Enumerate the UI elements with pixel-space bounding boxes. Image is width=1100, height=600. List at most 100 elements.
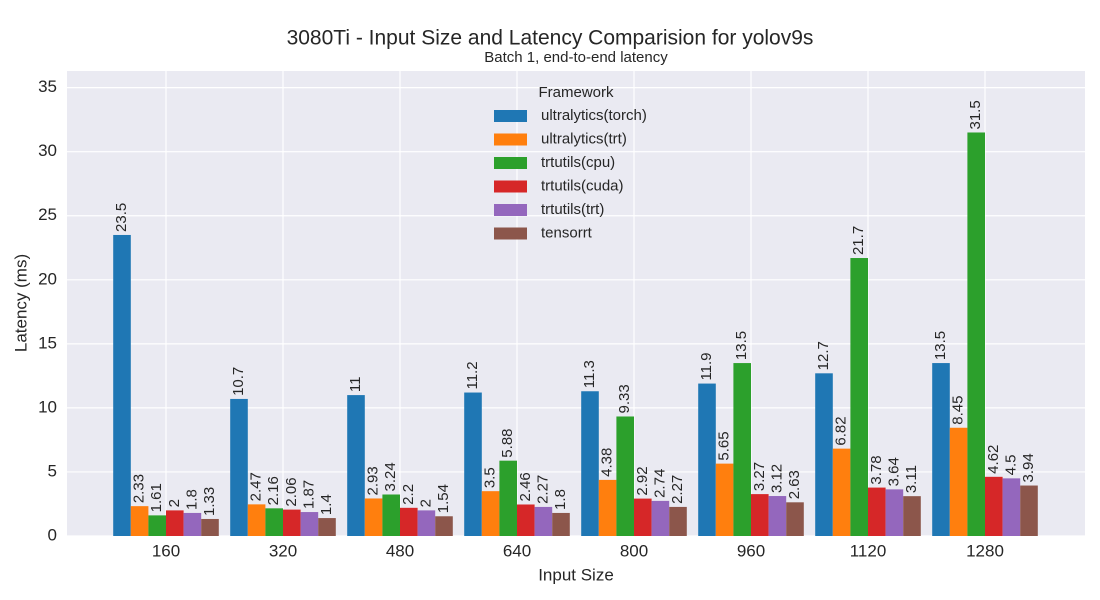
legend-label: trtutils(cpu) [541,154,615,171]
x-tick-label: 640 [503,541,531,560]
data-label: 1.54 [435,484,452,513]
data-label: 2 [417,499,434,507]
bar [265,508,283,536]
bar [230,398,248,536]
data-label: 4.38 [599,448,616,477]
legend-swatch [494,110,527,122]
data-label: 3.27 [751,462,768,491]
x-axis-label: Input Size [538,565,614,584]
bar [148,515,166,536]
bar [598,479,617,536]
data-label: 1.8 [183,489,200,510]
data-label: 11.9 [698,352,715,380]
bar [517,504,535,536]
bar [669,506,687,536]
bar [400,507,418,536]
chart-subtitle: Batch 1, end-to-end latency [484,49,668,66]
y-tick-label: 30 [38,141,57,160]
data-label: 1.4 [318,494,335,515]
bar [786,502,804,536]
data-label: 13.5 [932,331,949,360]
bar [481,491,500,536]
data-label: 2.93 [365,466,382,495]
legend-label: tensorrt [541,224,593,241]
data-label: 12.7 [815,341,832,370]
bar [183,512,202,536]
bar [382,494,400,536]
data-label: 3.64 [885,457,902,486]
x-tick-label: 480 [386,541,414,560]
bar [1002,478,1021,536]
bar [534,506,553,536]
legend-swatch [494,227,527,240]
bar [903,496,921,536]
data-label: 1.61 [148,483,165,512]
data-label: 10.7 [230,367,247,396]
bar [850,258,868,536]
bar [868,487,886,536]
y-tick-label: 35 [38,77,57,96]
y-tick-label: 5 [48,461,57,480]
data-label: 2.16 [265,476,282,505]
bar [832,448,851,536]
legend-label: trtutils(cuda) [541,177,624,194]
legend-label: ultralytics(trt) [541,130,627,147]
bar [751,494,769,536]
data-label: 1.33 [201,487,218,516]
bar [300,512,319,536]
data-label: 2 [166,499,183,507]
y-axis-label: Latency (ms) [11,254,30,352]
data-label: 3.11 [903,465,920,493]
data-label: 3.12 [768,464,785,493]
x-tick-label: 960 [737,541,765,560]
data-label: 1.8 [552,489,569,510]
data-label: 6.82 [833,416,850,445]
data-label: 3.24 [382,462,399,491]
chart-title: 3080Ti - Input Size and Latency Comparis… [287,27,814,50]
bar [885,489,904,536]
data-label: 4.5 [1002,454,1019,475]
bar [464,392,482,536]
x-tick-label: 160 [152,541,180,560]
bar [435,516,453,536]
bar [815,373,833,536]
data-label: 5.88 [499,428,516,457]
bar [417,510,436,536]
bar [247,504,266,536]
bar [318,518,336,536]
bar [166,510,184,536]
data-label: 31.5 [967,100,984,129]
data-label: 2.27 [534,475,551,504]
y-tick-label: 25 [38,205,57,224]
data-label: 2.47 [248,472,265,501]
data-label: 21.7 [850,226,867,255]
data-label: 2.33 [131,474,148,503]
legend-swatch [494,180,527,193]
data-label: 2.2 [400,484,417,505]
bar [364,498,383,536]
bar [499,460,517,536]
data-label: 2.46 [517,472,534,501]
x-tick-label: 800 [620,541,648,560]
bar [581,391,599,536]
bar [733,363,751,536]
data-label: 3.78 [868,455,885,484]
bar [130,506,149,536]
bar [113,234,131,536]
data-label: 2.74 [651,469,668,498]
bar [698,383,716,536]
y-tick-label: 10 [38,397,57,416]
bar [768,496,787,536]
data-label: 2.06 [283,477,300,506]
data-label: 3.94 [1020,453,1037,482]
y-tick-label: 15 [38,333,57,352]
data-label: 2.92 [634,466,651,495]
data-label: 4.62 [985,445,1002,474]
data-label: 1.87 [300,480,317,509]
legend-swatch [494,157,527,169]
x-tick-label: 1120 [850,541,887,560]
y-tick-label: 0 [48,525,57,544]
legend-swatch [494,204,527,216]
x-tick-label: 1280 [966,541,1004,560]
data-label: 2.63 [786,470,803,499]
